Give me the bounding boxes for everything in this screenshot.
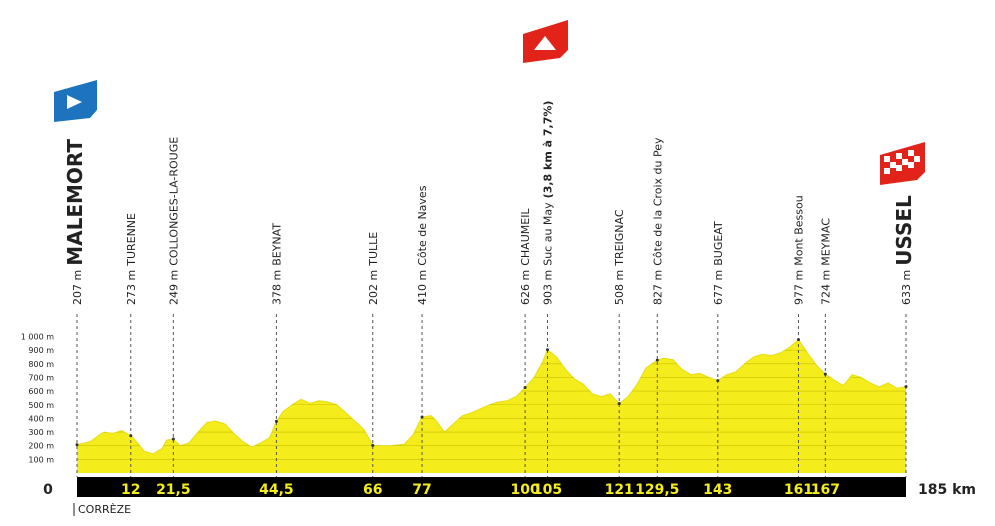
y-tick-label: 700 m <box>28 373 54 382</box>
department: CORRÈZE <box>78 503 131 516</box>
waypoint-label: 378 m BEYNAT <box>270 223 283 305</box>
distance-bar <box>77 477 906 497</box>
elevation-area <box>77 339 906 473</box>
x-tick-label: 121 <box>605 482 634 498</box>
waypoint-elevation: 633 m <box>900 270 913 305</box>
waypoint-name: BUGEAT <box>712 221 725 266</box>
waypoint-point <box>420 415 424 419</box>
waypoint-name: BEYNAT <box>270 223 283 266</box>
waypoint-elevation: 626 m <box>519 270 532 305</box>
x-tick-label: 105 <box>533 482 562 498</box>
waypoint-name: COLLONGES-LA-ROUGE <box>167 137 180 266</box>
waypoint-name: USSEL <box>892 195 916 266</box>
y-tick-label: 900 m <box>28 346 54 355</box>
waypoint-label: 724 m MEYMAC <box>819 218 832 305</box>
waypoint-name: MALEMORT <box>63 139 87 266</box>
start-flag <box>54 80 97 122</box>
x-tick-label: 0 <box>43 482 53 498</box>
waypoint-label: 677 m BUGEAT <box>712 221 725 305</box>
waypoint-elevation: 677 m <box>712 270 725 305</box>
waypoint-name: CHAUMEIL <box>519 208 532 266</box>
waypoint-point <box>75 443 79 447</box>
y-tick-label: 200 m <box>28 442 54 451</box>
x-tick-label: 100 <box>510 482 539 498</box>
waypoint-point <box>796 338 800 342</box>
finish-flag <box>880 142 925 185</box>
waypoint-elevation: 249 m <box>167 270 180 305</box>
x-tick-label: 66 <box>363 482 382 498</box>
waypoint-point <box>617 402 621 406</box>
y-tick-label: 300 m <box>28 428 54 437</box>
waypoint-label: 633 m USSEL <box>892 195 916 305</box>
waypoint-name: Côte de Naves <box>416 185 429 265</box>
x-tick-label: 44,5 <box>259 482 294 498</box>
waypoint-point <box>655 358 659 362</box>
waypoint-point <box>129 434 133 438</box>
waypoint-elevation: 508 m <box>613 270 626 305</box>
waypoint-elevation: 724 m <box>819 270 832 305</box>
waypoint-point <box>523 386 527 390</box>
x-tick-label: 21,5 <box>156 482 191 498</box>
waypoint-point <box>171 437 175 441</box>
waypoint-point <box>274 419 278 423</box>
y-tick-label: 600 m <box>28 387 54 396</box>
y-tick-label: 1 000 m <box>21 333 54 342</box>
waypoint-label: 508 m TREIGNAC <box>613 209 626 305</box>
elevation-line <box>76 338 907 455</box>
waypoint-elevation: 977 m <box>792 270 805 305</box>
waypoint-elevation: 202 m <box>367 270 380 305</box>
waypoint-elevation: 827 m <box>651 270 664 305</box>
waypoint-name: Côte de la Croix du Pey <box>651 137 664 266</box>
y-tick-label: 500 m <box>28 401 54 410</box>
x-tick-label: 185 km <box>918 482 976 498</box>
waypoint-elevation: 378 m <box>270 270 283 305</box>
waypoint-label: 977 m Mont Bessou <box>792 195 805 305</box>
waypoint-name: MEYMAC <box>819 218 832 266</box>
waypoint-elevation: 207 m <box>71 270 84 305</box>
waypoint-name: Suc au May <box>542 202 555 266</box>
waypoint-name: TULLE <box>367 232 380 267</box>
waypoint-elevation: 410 m <box>416 270 429 305</box>
x-tick-label: 167 <box>811 482 840 498</box>
waypoint-elevation: 273 m <box>125 270 138 305</box>
waypoint-name: TURENNE <box>125 213 138 267</box>
waypoint-label: 273 m TURENNE <box>125 213 138 305</box>
x-tick-label: 161 <box>784 482 813 498</box>
waypoint-label: 903 m Suc au May (3,8 km à 7,7%) <box>542 101 555 305</box>
waypoint-label: 249 m COLLONGES-LA-ROUGE <box>167 137 180 305</box>
y-tick-label: 400 m <box>28 414 54 423</box>
waypoint-point <box>371 443 375 447</box>
x-tick-label: 77 <box>412 482 431 498</box>
waypoint-label: 410 m Côte de Naves <box>416 185 429 305</box>
x-tick-label: 143 <box>703 482 732 498</box>
waypoint-point <box>546 348 550 352</box>
waypoint-point <box>904 385 908 389</box>
waypoint-point <box>823 372 827 376</box>
climb-flag <box>523 20 568 63</box>
waypoint-name: TREIGNAC <box>613 209 626 267</box>
waypoint-label: 207 m MALEMORT <box>63 139 87 305</box>
y-tick-label: 100 m <box>28 455 54 464</box>
waypoint-elevation: 903 m <box>542 270 555 305</box>
waypoint-label: 626 m CHAUMEIL <box>519 208 532 305</box>
y-tick-label: 800 m <box>28 360 54 369</box>
x-tick-label: 12 <box>121 482 140 498</box>
waypoint-label: 827 m Côte de la Croix du Pey <box>651 137 664 305</box>
waypoint-point <box>716 379 720 383</box>
waypoint-detail: (3,8 km à 7,7%) <box>542 101 555 199</box>
waypoint-name: Mont Bessou <box>792 195 805 265</box>
x-tick-label: 129,5 <box>635 482 679 498</box>
waypoint-label: 202 m TULLE <box>367 232 380 305</box>
